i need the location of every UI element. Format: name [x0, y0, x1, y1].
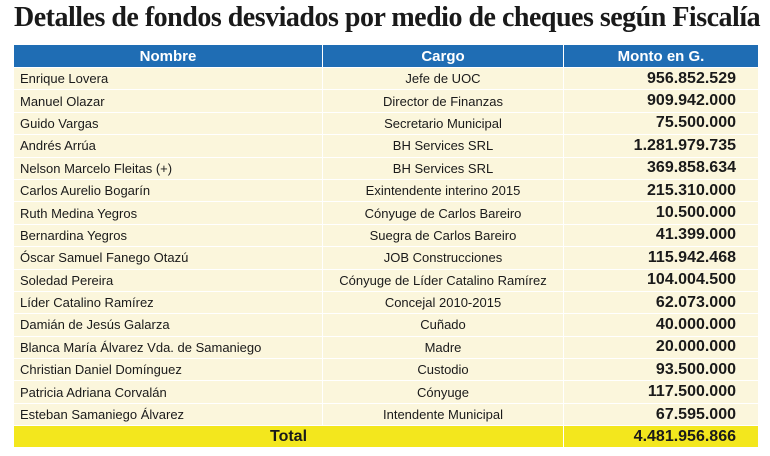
amount-cell: 10.500.000 [563, 201, 759, 225]
amount-cell: 117.500.000 [563, 380, 759, 404]
table-row: Nelson Marcelo Fleitas (+) BH Services SR… [13, 156, 759, 180]
name-cell: Blanca María Álvarez Vda. de Samaniego [13, 335, 323, 360]
position-cell: Jefe de UOC [322, 66, 564, 91]
position-cell: Concejal 2010-2015 [322, 290, 564, 315]
position-cell: Cónyuge de Líder Catalino Ramírez [322, 268, 564, 292]
title: Detalles de fondos desviados por medio d… [14, 2, 761, 33]
position-cell: BH Services SRL [322, 134, 564, 158]
name-cell: Carlos Aurelio Bogarín [13, 178, 323, 203]
table-row: Óscar Samuel Fanego Otazú JOB Construccio… [13, 246, 759, 270]
table-row: Guido Vargas Secretario Municipal 75.500.0… [13, 111, 759, 136]
amount-cell: 75.500.000 [563, 111, 759, 136]
amount-cell: 40.000.000 [563, 313, 759, 337]
amount-cell: 67.595.000 [563, 402, 759, 427]
table-row: Christian Daniel Domínguez Custodio 93.500… [13, 358, 759, 382]
amount-cell: 369.858.634 [563, 156, 759, 180]
amount-cell: 215.310.000 [563, 178, 759, 203]
position-cell: JOB Construcciones [322, 246, 564, 270]
amount-cell: 20.000.000 [563, 335, 759, 360]
name-cell: Patricia Adriana Corvalán [13, 380, 323, 404]
name-cell: Soledad Pereira [13, 268, 323, 292]
table-row: Patricia Adriana Corvalán Cónyuge 117.500.… [13, 380, 759, 404]
total-row: Total 4.481.956.866 [13, 425, 759, 449]
position-cell: Cónyuge [322, 380, 564, 404]
amount-cell: 93.500.000 [563, 358, 759, 382]
name-cell: Christian Daniel Domínguez [13, 358, 323, 382]
position-cell: Secretario Municipal [322, 111, 564, 136]
header-row: Nombre Cargo Monto en G. [13, 44, 759, 68]
amount-cell: 1.281.979.735 [563, 134, 759, 158]
name-cell: Líder Catalino Ramírez [13, 290, 323, 315]
table-row: Carlos Aurelio Bogarín Exintendente inter… [13, 178, 759, 203]
name-cell: Manuel Olazar [13, 89, 323, 113]
name-cell: Esteban Samaniego Álvarez [13, 402, 323, 427]
position-cell: Intendente Municipal [322, 402, 564, 427]
table-row: Esteban Samaniego Álvarez Intendente Muni… [13, 402, 759, 427]
name-cell: Guido Vargas [13, 111, 323, 136]
column-header: Cargo [322, 44, 564, 68]
name-cell: Ruth Medina Yegros [13, 201, 323, 225]
name-cell: Bernardina Yegros [13, 223, 323, 248]
name-cell: Damián de Jesús Galarza [13, 313, 323, 337]
funds-table: Nombre Cargo Monto en G. Enrique Lovera J… [13, 44, 759, 449]
name-cell: Óscar Samuel Fanego Otazú [13, 246, 323, 270]
amount-cell: 62.073.000 [563, 290, 759, 315]
table-row: Soledad Pereira Cónyuge de Líder Catalino… [13, 268, 759, 292]
table-row: Andrés Arrúa BH Services SRL 1.281.979.735 [13, 134, 759, 158]
position-cell: Exintendente interino 2015 [322, 178, 564, 203]
table-body: Enrique Lovera Jefe de UOC 956.852.529 Manu… [13, 66, 759, 427]
amount-cell: 104.004.500 [563, 268, 759, 292]
position-cell: Cónyuge de Carlos Bareiro [322, 201, 564, 225]
table-row: Manuel Olazar Director de Finanzas 909.942… [13, 89, 759, 113]
amount-cell: 41.399.000 [563, 223, 759, 248]
position-cell: Cuñado [322, 313, 564, 337]
table-row: Líder Catalino Ramírez Concejal 2010-2015… [13, 290, 759, 315]
position-cell: BH Services SRL [322, 156, 564, 180]
amount-cell: 956.852.529 [563, 66, 759, 91]
table-header: Nombre Cargo Monto en G. [13, 44, 759, 68]
column-header: Nombre [13, 44, 323, 68]
position-cell: Custodio [322, 358, 564, 382]
table-footer: Total 4.481.956.866 [13, 425, 759, 449]
name-cell: Nelson Marcelo Fleitas (+) [13, 156, 323, 180]
table-row: Blanca María Álvarez Vda. de Samaniego Ma… [13, 335, 759, 360]
amount-cell: 909.942.000 [563, 89, 759, 113]
table-row: Enrique Lovera Jefe de UOC 956.852.529 [13, 66, 759, 91]
total-label: Total [13, 425, 564, 449]
table-row: Ruth Medina Yegros Cónyuge de Carlos Bare… [13, 201, 759, 225]
name-cell: Enrique Lovera [13, 66, 323, 91]
column-header: Monto en G. [563, 44, 759, 68]
table-row: Bernardina Yegros Suegra de Carlos Bareir… [13, 223, 759, 248]
position-cell: Director de Finanzas [322, 89, 564, 113]
table-row: Damián de Jesús Galarza Cuñado 40.000.000 [13, 313, 759, 337]
amount-cell: 115.942.468 [563, 246, 759, 270]
position-cell: Madre [322, 335, 564, 360]
name-cell: Andrés Arrúa [13, 134, 323, 158]
position-cell: Suegra de Carlos Bareiro [322, 223, 564, 248]
total-amount: 4.481.956.866 [563, 425, 759, 449]
